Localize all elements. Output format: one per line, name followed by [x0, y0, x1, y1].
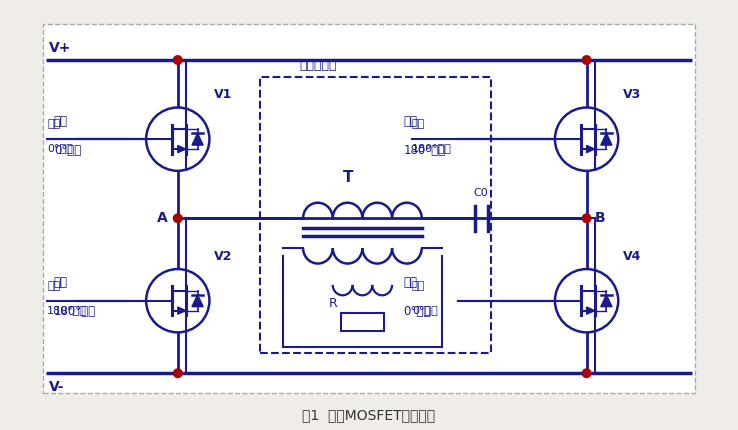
Circle shape — [555, 269, 618, 332]
Text: 180°相位: 180°相位 — [47, 304, 87, 315]
Text: 输八: 输八 — [47, 281, 61, 291]
Text: B: B — [595, 211, 605, 225]
Polygon shape — [587, 145, 595, 153]
Polygon shape — [192, 295, 203, 307]
Circle shape — [582, 214, 591, 223]
Text: V-: V- — [49, 380, 65, 394]
Text: V2: V2 — [214, 250, 232, 263]
Text: 输八: 输八 — [54, 276, 68, 289]
Text: 输八: 输八 — [403, 276, 417, 289]
Bar — [43, 24, 695, 393]
Text: 合成变压器: 合成变压器 — [300, 58, 337, 72]
Text: 图1  功率MOSFET基本原理: 图1 功率MOSFET基本原理 — [303, 408, 435, 422]
Text: 输八: 输八 — [54, 115, 68, 128]
Circle shape — [582, 56, 591, 64]
Circle shape — [146, 269, 210, 332]
Text: R: R — [328, 297, 337, 310]
Text: T: T — [342, 170, 353, 185]
Text: V3: V3 — [623, 88, 641, 101]
Bar — [261, 77, 491, 353]
Polygon shape — [178, 145, 186, 153]
Text: 输八: 输八 — [403, 115, 417, 128]
Text: V+: V+ — [49, 41, 72, 55]
Text: 0°相位: 0°相位 — [47, 143, 73, 153]
Circle shape — [582, 369, 591, 378]
Text: 输八: 输八 — [47, 119, 61, 129]
Polygon shape — [587, 307, 595, 314]
Polygon shape — [601, 295, 612, 307]
Polygon shape — [192, 133, 203, 145]
Text: R: R — [358, 315, 368, 329]
Text: 输八: 输八 — [412, 119, 425, 129]
Circle shape — [146, 108, 210, 171]
Bar — [341, 313, 384, 331]
Text: C0: C0 — [474, 188, 489, 198]
Circle shape — [173, 56, 182, 64]
Circle shape — [555, 108, 618, 171]
Text: 0°相位: 0°相位 — [412, 304, 438, 315]
Text: 0°相位: 0°相位 — [403, 305, 430, 318]
Circle shape — [173, 369, 182, 378]
Text: 180°相位: 180°相位 — [54, 305, 96, 318]
Polygon shape — [178, 307, 186, 314]
Circle shape — [173, 214, 182, 223]
Polygon shape — [601, 133, 612, 145]
Text: 180°相位: 180°相位 — [412, 143, 452, 153]
Text: 180°相位: 180°相位 — [403, 144, 446, 157]
Text: A: A — [157, 211, 168, 225]
Text: V4: V4 — [623, 250, 641, 263]
Text: V1: V1 — [214, 88, 232, 101]
Text: 输八: 输八 — [412, 281, 425, 291]
Text: 0°相位: 0°相位 — [54, 144, 81, 157]
